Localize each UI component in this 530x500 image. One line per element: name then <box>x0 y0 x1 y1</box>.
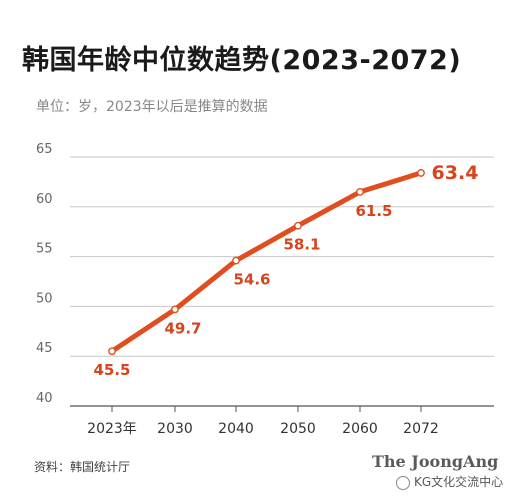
y-tick-label: 65 <box>36 142 53 157</box>
y-tick-label: 45 <box>36 341 53 356</box>
data-point <box>294 221 302 230</box>
series-line <box>109 170 424 354</box>
publisher-logo: The JoongAng <box>372 452 499 471</box>
x-tick-label: 2040 <box>218 421 254 437</box>
x-tick-label: 2060 <box>342 421 378 437</box>
data-label: 49.7 <box>164 319 201 337</box>
data-point <box>108 347 116 356</box>
y-tick-label: 50 <box>36 291 53 306</box>
x-tick-label: 2072 <box>403 421 439 437</box>
data-point <box>171 305 179 314</box>
wechat-icon <box>396 475 410 490</box>
y-tick-label: 40 <box>36 391 53 406</box>
data-label: 63.4 <box>432 162 479 184</box>
data-point <box>356 187 364 196</box>
y-tick-label: 60 <box>36 192 53 207</box>
data-label: 45.5 <box>93 361 130 379</box>
x-tick-label: 2050 <box>280 421 316 437</box>
x-tick-label: 2030 <box>157 421 193 437</box>
y-tick-label: 55 <box>36 242 53 257</box>
data-point <box>417 169 425 177</box>
x-tick-label: 2023年 <box>87 421 137 437</box>
chart-title: 韩国年龄中位数趋势(2023-2072) <box>22 45 462 76</box>
source-note: 资料：韩国统计厅 <box>34 460 131 474</box>
data-label: 58.1 <box>283 236 320 254</box>
watermark: KG文化交流中心 <box>396 473 503 490</box>
data-point <box>232 256 240 265</box>
data-label: 54.6 <box>233 271 270 289</box>
data-label: 61.5 <box>355 202 392 220</box>
watermark-text: KG文化交流中心 <box>414 475 504 489</box>
chart-subtitle: 单位：岁，2023年以后是推算的数据 <box>36 99 268 115</box>
